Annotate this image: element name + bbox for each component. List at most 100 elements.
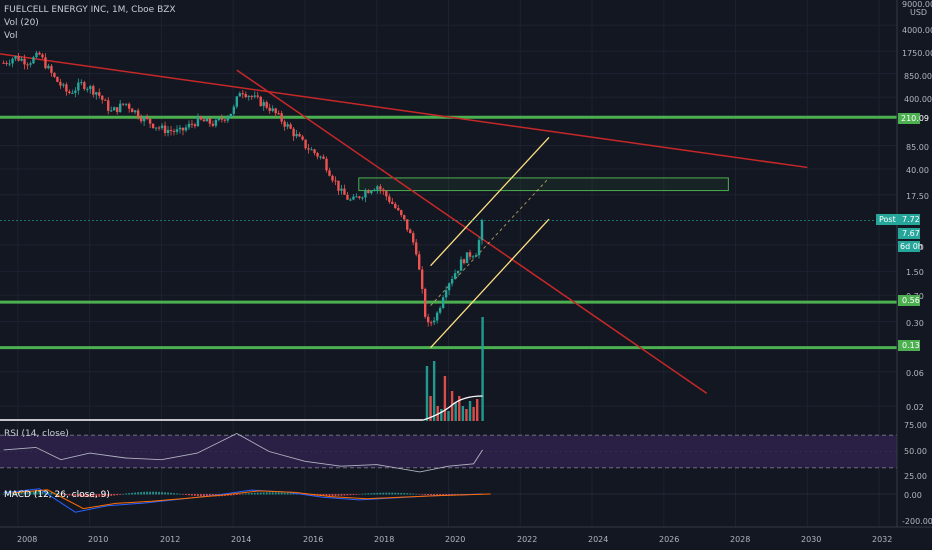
candle-body-106 xyxy=(319,156,322,158)
candle-body-22 xyxy=(68,91,71,94)
rsi-label-75: 75.00 xyxy=(904,421,927,430)
macd-hist-142 xyxy=(427,494,430,496)
candle-body-155 xyxy=(465,252,469,264)
price-label-usd: USD xyxy=(910,8,927,17)
candle-body-38 xyxy=(116,107,119,113)
macd-hist-133 xyxy=(400,492,403,495)
candle-body-126 xyxy=(379,186,382,190)
candle-body-120 xyxy=(361,197,364,199)
year-label-2016: 2016 xyxy=(303,535,323,544)
price-axis-bg xyxy=(897,0,932,550)
macd-hist-37 xyxy=(113,494,116,496)
macd-hist-12 xyxy=(38,491,41,495)
channel-mid xyxy=(430,177,550,306)
price-label-0-06: 0.06 xyxy=(906,369,924,378)
macd-hist-93 xyxy=(280,492,283,495)
macd-hist-129 xyxy=(388,492,391,495)
macd-hist-67 xyxy=(203,494,205,497)
macd-hist-111 xyxy=(334,494,337,496)
candle-body-54 xyxy=(163,125,167,133)
volume-bar-15 xyxy=(481,317,484,421)
macd-hist-38 xyxy=(116,494,119,496)
macd-hist-63 xyxy=(191,494,193,496)
macd-hist-68 xyxy=(206,494,208,497)
macd-hist-79 xyxy=(238,494,241,495)
macd-hist-25 xyxy=(77,494,80,497)
candle-body-72 xyxy=(217,118,221,121)
candle-body-103 xyxy=(310,149,313,151)
candle-body-65 xyxy=(196,116,200,127)
candle-body-139 xyxy=(417,254,421,270)
macd-hist-69 xyxy=(208,494,211,497)
macd-line xyxy=(3,488,483,513)
macd-hist-80 xyxy=(241,493,244,495)
candle-body-35 xyxy=(107,100,110,111)
macd-hist-15 xyxy=(47,491,50,495)
year-label-2030: 2030 xyxy=(801,535,821,544)
candle-body-146 xyxy=(438,307,442,313)
candle-body-3 xyxy=(11,58,14,64)
candle-body-132 xyxy=(397,208,400,211)
macd-hist-65 xyxy=(197,494,199,497)
macd-signal-line xyxy=(11,489,491,510)
candle-body-57 xyxy=(172,130,176,132)
macd-hist-78 xyxy=(235,494,238,495)
candle-body-52 xyxy=(157,127,161,129)
macd-hist-141 xyxy=(424,494,427,495)
year-label-2008: 2008 xyxy=(17,535,37,544)
macd-hist-113 xyxy=(340,494,343,496)
candle-body-23 xyxy=(71,92,74,94)
macd-hist-1 xyxy=(5,493,8,495)
year-label-2022: 2022 xyxy=(517,535,537,544)
price-label-0-3: 0.30 xyxy=(906,319,924,328)
candle-body-104 xyxy=(313,149,316,154)
volume-bar-11 xyxy=(465,409,468,421)
candle-body-100 xyxy=(301,136,304,140)
candle-body-15 xyxy=(47,65,50,69)
candle-body-123 xyxy=(370,191,373,194)
symbol-title: FUELCELL ENERGY INC, 1M, Cboe BZX xyxy=(4,5,176,15)
macd-hist-11 xyxy=(35,491,38,495)
macd-title: MACD (12, 26, close, 9) xyxy=(4,490,110,500)
macd-hist-5 xyxy=(17,491,20,495)
macd-hist-9 xyxy=(29,490,32,495)
trend-line-0 xyxy=(0,53,808,169)
candle-body-6 xyxy=(20,58,23,61)
candle-body-44 xyxy=(133,110,137,113)
macd-hist-22 xyxy=(68,494,71,496)
candle-body-85 xyxy=(256,95,259,97)
candle-body-24 xyxy=(74,90,77,93)
macd-hist-128 xyxy=(385,492,388,495)
candle-body-14 xyxy=(44,57,47,69)
badge-013-bg xyxy=(898,340,920,351)
macd-hist-94 xyxy=(283,492,286,495)
macd-hist-31 xyxy=(95,494,98,498)
badge-post-bg xyxy=(876,214,898,225)
candle-body-0 xyxy=(2,62,5,64)
macd-hist-61 xyxy=(185,494,187,495)
candle-body-64 xyxy=(193,124,197,127)
candle-body-49 xyxy=(148,118,152,124)
price-label-1-5: 1.50 xyxy=(906,268,924,277)
candle-body-108 xyxy=(325,158,328,171)
rsi-line xyxy=(3,432,483,473)
macd-hist-16 xyxy=(50,492,53,495)
macd-hist-85 xyxy=(256,492,259,495)
candle-body-69 xyxy=(208,118,212,124)
macd-hist-87 xyxy=(262,492,265,495)
candle-body-129 xyxy=(388,196,391,202)
macd-hist-19 xyxy=(59,493,62,495)
candle-body-12 xyxy=(38,52,41,55)
candle-body-154 xyxy=(462,259,466,264)
macd-hist-76 xyxy=(229,494,232,496)
year-label-2014: 2014 xyxy=(231,535,251,544)
candle-body-16 xyxy=(50,65,53,73)
price-label-1750: 1750.00 xyxy=(902,49,932,58)
price-label-17-5: 17.50 xyxy=(906,192,929,201)
candle-body-77 xyxy=(232,106,236,114)
candle-body-2 xyxy=(8,63,11,65)
macd-hist-7 xyxy=(23,491,26,495)
candle-body-152 xyxy=(456,270,460,274)
